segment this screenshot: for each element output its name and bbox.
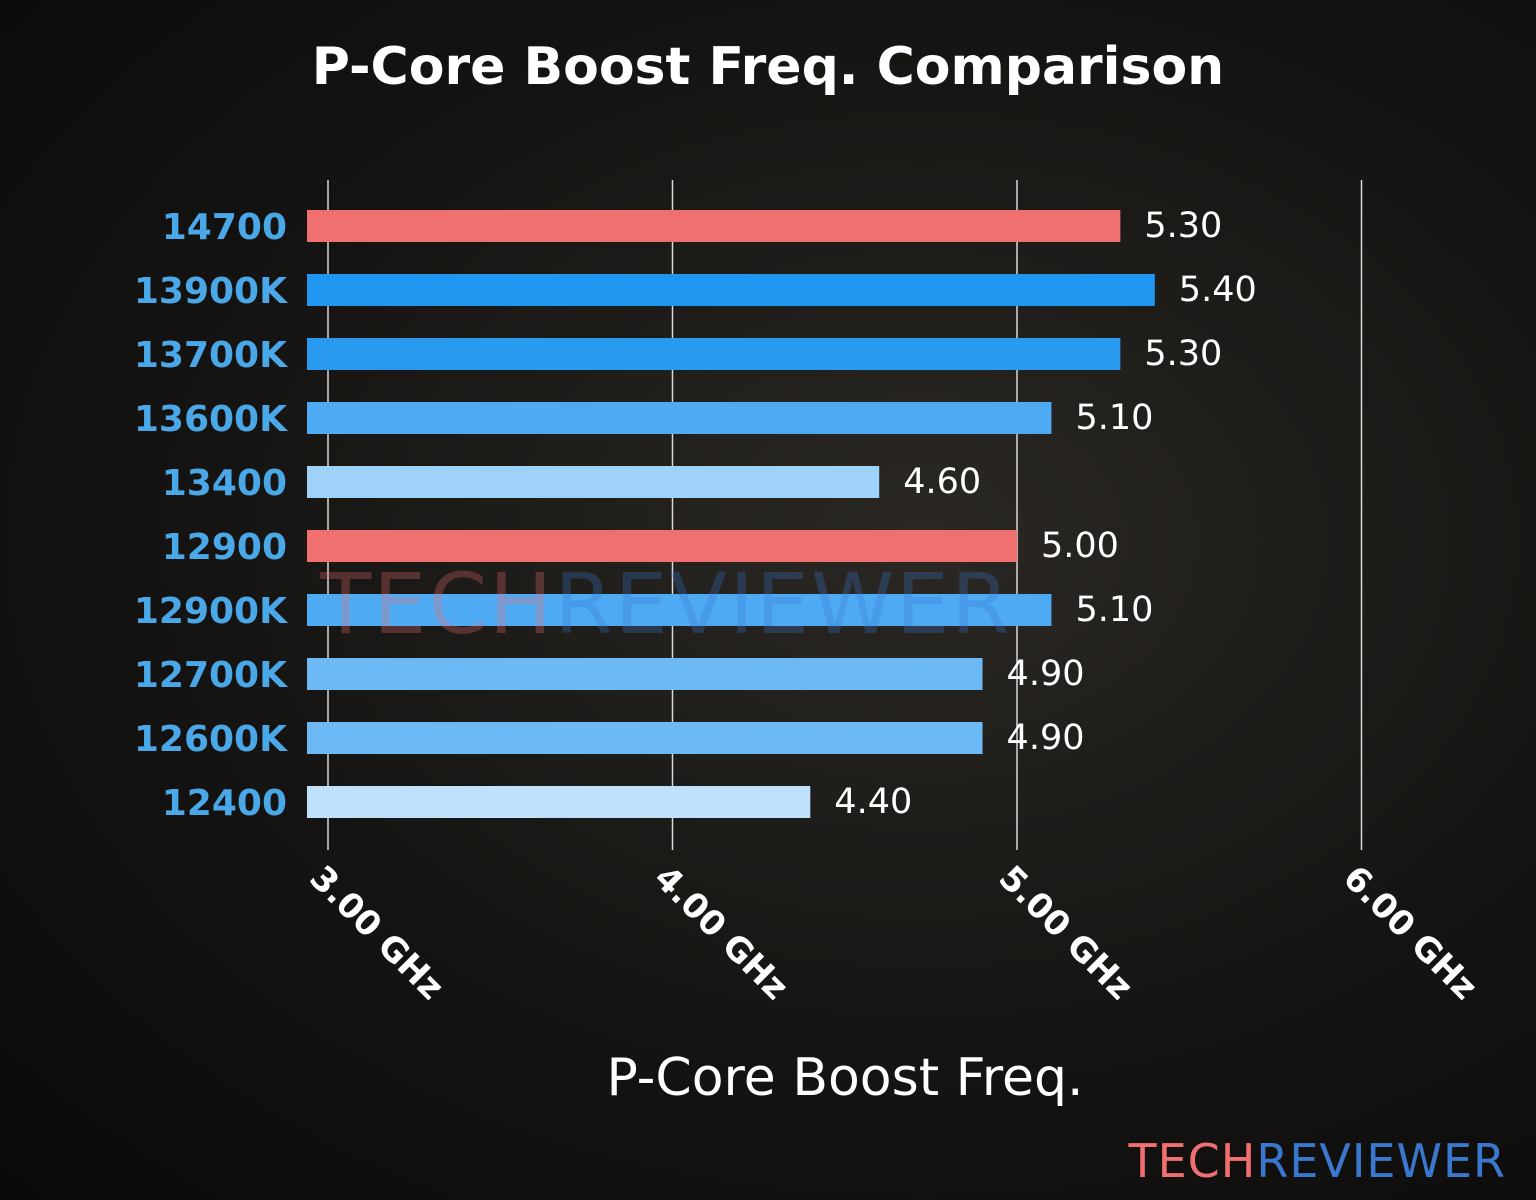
category-label: 12400 (162, 783, 287, 824)
category-label: 13600K (134, 399, 288, 440)
category-label: 13900K (134, 271, 288, 312)
bar (307, 786, 811, 818)
chart-title: P-Core Boost Freq. Comparison (312, 37, 1224, 97)
value-label: 4.40 (834, 782, 912, 822)
bar (307, 402, 1052, 434)
bar (307, 658, 983, 690)
bar (307, 210, 1121, 242)
category-label: 13700K (134, 335, 288, 376)
x-tick-label: 4.00 GHz (646, 858, 796, 1008)
value-label: 4.90 (1007, 718, 1085, 758)
bar (307, 594, 1052, 626)
bar (307, 722, 983, 754)
category-label: 12600K (134, 719, 288, 760)
value-label: 4.60 (903, 462, 981, 502)
value-label: 5.30 (1144, 334, 1222, 374)
value-label: 5.10 (1075, 590, 1153, 630)
x-axis-label: P-Core Boost Freq. (606, 1048, 1083, 1108)
watermark: TECHREVIEWER (320, 555, 1012, 653)
category-label: 12700K (134, 655, 288, 696)
category-label: 12900 (162, 527, 287, 568)
value-label: 4.90 (1007, 654, 1085, 694)
value-label: 5.00 (1041, 526, 1119, 566)
x-tick-label: 6.00 GHz (1335, 858, 1485, 1008)
techreviewer-logo: TECHREVIEWER (1128, 1134, 1506, 1188)
x-tick-label: 3.00 GHz (302, 858, 452, 1008)
category-label: 13400 (162, 463, 287, 504)
value-label: 5.30 (1144, 206, 1222, 246)
category-label: 14700 (162, 207, 287, 248)
x-tick-label: 5.00 GHz (991, 858, 1141, 1008)
bar (307, 274, 1155, 306)
category-label: 12900K (134, 591, 288, 632)
value-label: 5.10 (1075, 398, 1153, 438)
bar (307, 466, 880, 498)
bar (307, 530, 1017, 562)
bar (307, 338, 1121, 370)
value-label: 5.40 (1179, 270, 1257, 310)
